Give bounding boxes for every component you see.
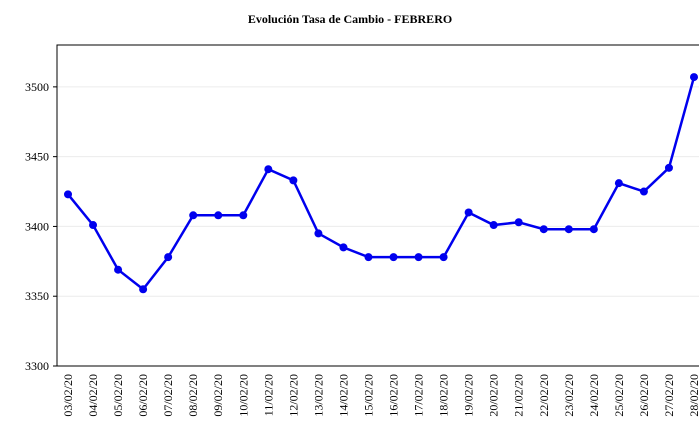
point (139, 285, 148, 294)
point (164, 253, 173, 262)
x-tick-label: 18/02/20 (437, 374, 451, 417)
point (264, 165, 273, 174)
x-tick-label: 25/02/20 (612, 374, 626, 417)
y-tick-label: 3350 (25, 289, 49, 303)
point (89, 221, 98, 230)
x-tick-label: 11/02/20 (261, 374, 275, 416)
y-tick-label: 3500 (25, 80, 49, 94)
point (589, 225, 598, 234)
point (364, 253, 373, 262)
x-tick-label: 15/02/20 (361, 374, 375, 417)
point (314, 229, 323, 238)
point (289, 176, 298, 185)
plot-frame (56, 44, 699, 367)
point (389, 253, 398, 262)
point (664, 163, 673, 172)
point (64, 190, 72, 199)
point (539, 225, 548, 234)
point (214, 211, 223, 220)
x-tick-label: 09/02/20 (211, 374, 225, 417)
point (639, 187, 648, 196)
point (239, 211, 248, 220)
point (489, 221, 498, 230)
chart-title: Evolución Tasa de Cambio - FEBRERO (248, 12, 452, 26)
x-tick-label: 26/02/20 (637, 374, 651, 417)
x-tick-label: 08/02/20 (186, 374, 200, 417)
x-tick-label: 06/02/20 (136, 374, 150, 417)
x-tick-label: 10/02/20 (236, 374, 250, 417)
x-tick-label: 19/02/20 (462, 374, 476, 417)
x-tick-label: 17/02/20 (412, 374, 426, 417)
x-tick-label: 23/02/20 (562, 374, 576, 417)
x-tick-label: 16/02/20 (387, 374, 401, 417)
point (189, 211, 198, 220)
x-tick-label: 20/02/20 (487, 374, 501, 417)
y-tick-label: 3400 (25, 219, 49, 233)
x-tick-label: 22/02/20 (537, 374, 551, 417)
x-tick-label: 21/02/20 (512, 374, 526, 417)
point (564, 225, 573, 234)
x-tick-label: 27/02/20 (662, 374, 676, 417)
x-tick-label: 05/02/20 (111, 374, 125, 417)
x-tick-label: 03/02/20 (61, 374, 75, 417)
point (464, 208, 473, 217)
point (690, 73, 698, 82)
y-tick-label: 3300 (25, 359, 49, 373)
x-tick-label: 13/02/20 (311, 374, 325, 417)
point (614, 179, 623, 188)
point (439, 253, 448, 262)
x-tick-label: 12/02/20 (286, 374, 300, 417)
point (339, 243, 348, 252)
x-tick-label: 07/02/20 (161, 374, 175, 417)
x-tick-label: 24/02/20 (587, 374, 601, 417)
point (114, 265, 123, 274)
x-tick-label: 28/02/20 (687, 374, 700, 417)
point (514, 218, 523, 227)
x-tick-label: 04/02/20 (86, 374, 100, 417)
line (67, 76, 696, 291)
y-tick-label: 3450 (25, 150, 49, 164)
point (414, 253, 423, 262)
x-tick-label: 14/02/20 (336, 374, 350, 417)
